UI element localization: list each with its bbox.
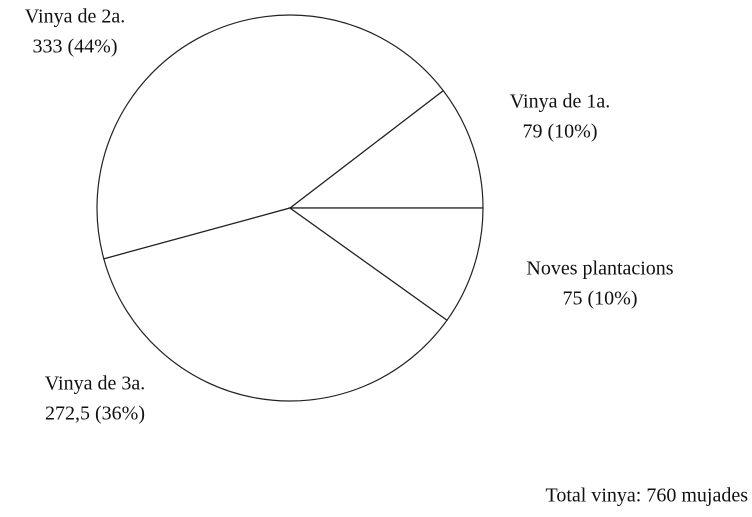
slice-value-label: 75 (10%) bbox=[563, 288, 638, 310]
pie-slice bbox=[103, 207, 448, 402]
slice-value-label: 333 (44%) bbox=[33, 36, 118, 58]
pie-slice bbox=[288, 207, 484, 322]
slice-label: Noves plantacions bbox=[526, 258, 673, 280]
slice-value-label: 272,5 (36%) bbox=[45, 403, 145, 425]
slice-value-label: 79 (10%) bbox=[523, 121, 598, 143]
slice-label: Vinya de 2a. bbox=[25, 6, 125, 28]
slice-label: Vinya de 3a. bbox=[45, 373, 145, 395]
pie-slice bbox=[288, 89, 484, 209]
slice-label: Vinya de 1a. bbox=[510, 91, 610, 113]
annotation: Total vinya: 760 mujades bbox=[546, 485, 749, 507]
pie-slice bbox=[96, 14, 445, 260]
